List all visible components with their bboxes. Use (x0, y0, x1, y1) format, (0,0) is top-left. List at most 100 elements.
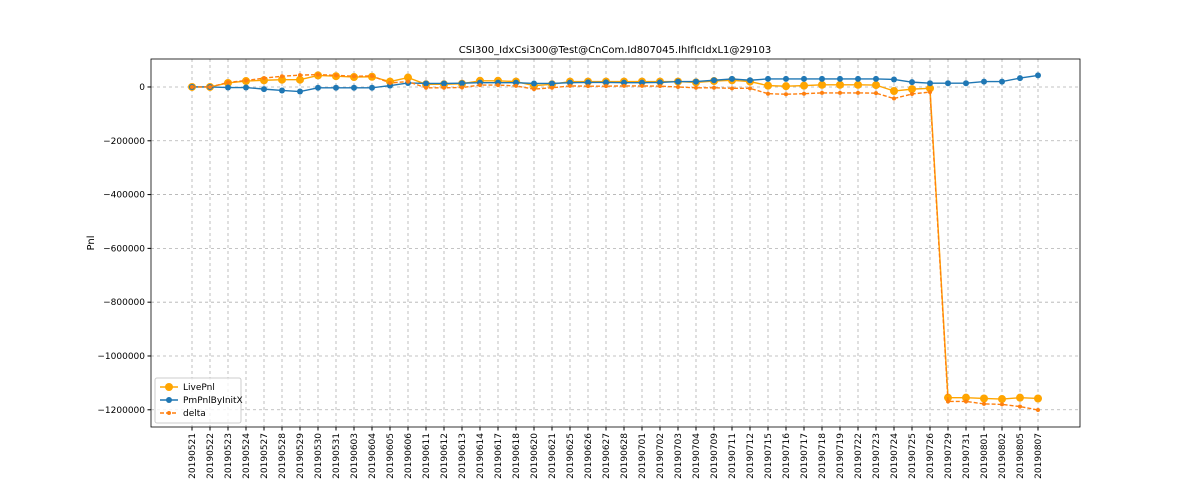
data-point (603, 79, 609, 86)
data-point (730, 86, 734, 91)
data-point (982, 401, 986, 406)
data-point (872, 81, 880, 90)
data-point (910, 91, 914, 96)
data-point (675, 78, 681, 85)
x-tick-label: 20190604 (368, 433, 378, 479)
x-tick-label: 20190521 (188, 433, 198, 479)
data-point (568, 83, 572, 88)
x-tick-label: 20190719 (836, 433, 846, 479)
data-point (621, 79, 627, 86)
data-point (748, 86, 752, 91)
x-tick-label: 20190726 (926, 433, 936, 479)
data-point (513, 79, 519, 86)
data-point (243, 84, 249, 91)
data-point (892, 96, 896, 101)
x-tick-label: 20190716 (782, 433, 792, 479)
x-tick-label: 20190621 (548, 433, 558, 479)
data-point (278, 75, 286, 84)
series-line (192, 73, 1039, 411)
data-point (964, 399, 968, 404)
data-point (874, 91, 878, 96)
x-tick-label: 20190618 (512, 433, 522, 479)
x-tick-label: 20190603 (350, 433, 360, 479)
data-point (351, 84, 357, 91)
x-tick-label: 20190709 (710, 433, 720, 479)
legend-label: PmPnlByInitX (183, 396, 243, 406)
data-point (388, 80, 392, 85)
data-point (261, 86, 267, 93)
data-point (208, 84, 212, 89)
data-point (567, 79, 573, 86)
data-point (316, 72, 320, 77)
data-point (873, 75, 879, 82)
data-point (890, 87, 898, 96)
data-point (891, 76, 897, 83)
data-point (225, 84, 231, 91)
x-tick-label: 20190717 (800, 433, 810, 479)
data-point (838, 90, 842, 95)
data-point (370, 73, 374, 78)
data-point (585, 79, 591, 86)
data-point (981, 78, 987, 85)
data-point (190, 84, 194, 89)
x-tick-label: 20190711 (728, 433, 738, 479)
data-point (514, 83, 518, 88)
data-point (352, 74, 356, 79)
data-point (946, 399, 950, 404)
data-point (1016, 393, 1024, 402)
x-tick-label: 20190626 (584, 433, 594, 479)
legend-marker (167, 411, 171, 415)
data-point (423, 80, 429, 87)
data-point (460, 85, 464, 90)
data-point (782, 82, 790, 91)
data-point (765, 75, 771, 82)
data-point (406, 79, 410, 84)
data-point (694, 85, 698, 90)
data-point (729, 75, 735, 82)
x-tick-label: 20190731 (962, 433, 972, 479)
data-point (226, 80, 230, 85)
legend-box (154, 377, 242, 424)
data-point (262, 76, 266, 81)
data-point (766, 91, 770, 96)
x-tick-label: 20190627 (602, 433, 612, 479)
x-tick-label: 20190722 (854, 433, 864, 479)
x-tick-label: 20190723 (872, 433, 882, 479)
data-point (1018, 404, 1022, 409)
x-tick-label: 20190522 (206, 433, 216, 479)
data-point (296, 75, 304, 84)
x-tick-label: 20190612 (440, 433, 450, 479)
data-point (1036, 408, 1040, 413)
x-tick-label: 20190702 (656, 433, 666, 479)
data-point (604, 84, 608, 89)
data-point (819, 75, 825, 82)
data-point (676, 84, 680, 89)
data-point (639, 79, 645, 86)
data-point (764, 81, 772, 90)
data-point (369, 84, 375, 91)
x-tick-label: 20190531 (332, 433, 342, 479)
data-point (333, 84, 339, 91)
data-point (909, 79, 915, 86)
data-point (315, 84, 321, 91)
data-point (962, 393, 970, 402)
x-tick-label: 20190523 (224, 433, 234, 479)
data-point (855, 75, 861, 82)
x-tick-label: 20190606 (404, 433, 414, 479)
x-tick-label: 20190530 (314, 433, 324, 479)
x-tick-label: 20190620 (530, 433, 540, 479)
data-point (280, 74, 284, 79)
legend-marker (166, 397, 172, 403)
data-point (297, 88, 303, 95)
data-point (693, 78, 699, 85)
x-tick-label: 20190704 (692, 433, 702, 479)
x-tick-label: 20190703 (674, 433, 684, 479)
data-point (531, 80, 537, 87)
x-tick-label: 20190712 (746, 433, 756, 479)
data-point (298, 73, 302, 78)
data-point (404, 73, 412, 82)
data-point (549, 80, 555, 87)
x-tick-label: 20190801 (980, 433, 990, 479)
data-point (244, 78, 248, 83)
